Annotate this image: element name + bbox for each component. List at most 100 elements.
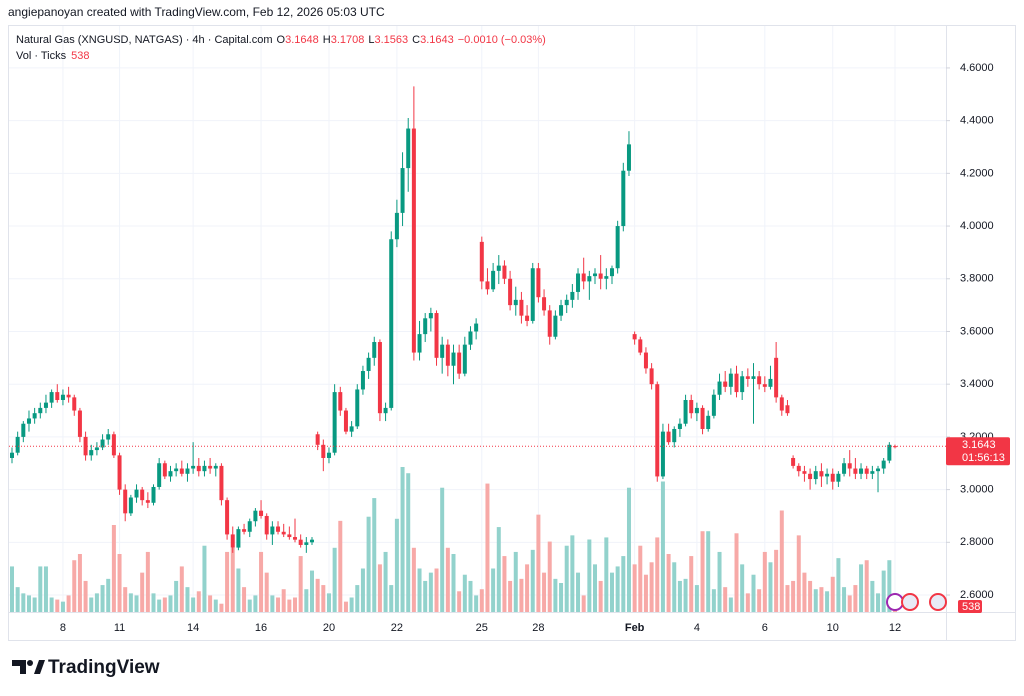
candle-body <box>689 400 694 414</box>
volume-bar <box>598 580 603 612</box>
volume-bar <box>757 589 762 612</box>
candle-body <box>825 473 830 477</box>
volume-bar <box>236 568 241 612</box>
volume-bar <box>134 595 139 612</box>
candle-body <box>479 241 484 282</box>
candle-body <box>598 273 603 279</box>
candle-body <box>400 168 405 213</box>
volume-bar <box>508 580 513 612</box>
candle-body <box>343 410 348 432</box>
event-icon <box>929 593 947 611</box>
candle-body <box>457 352 462 374</box>
candle-body <box>360 371 365 390</box>
legend-key: O <box>277 34 286 46</box>
candle-body <box>321 444 326 458</box>
volume-bar <box>791 580 796 612</box>
candle-body <box>202 465 207 472</box>
x-tick-label: 20 <box>323 622 335 634</box>
y-tick-label: 3.0000 <box>960 484 994 496</box>
candle-body <box>576 273 581 292</box>
candle-body <box>196 465 201 472</box>
candle-body <box>468 331 473 345</box>
volume-bar <box>740 564 745 612</box>
candle-body <box>377 342 382 414</box>
candle-body <box>157 463 162 487</box>
volume-bar <box>683 578 688 612</box>
volume-bar <box>43 566 48 612</box>
volume-bar <box>355 585 360 612</box>
volume-bar <box>825 591 830 612</box>
volume-bar <box>94 593 99 612</box>
volume-bar <box>434 568 439 612</box>
volume-bar <box>559 583 564 612</box>
y-tick-label: 4.6000 <box>960 62 994 74</box>
candle-body <box>355 389 360 427</box>
volume-bar <box>100 585 105 612</box>
volume-bar <box>281 589 286 612</box>
volume-bar <box>774 549 779 612</box>
candle-body <box>423 318 428 335</box>
volume-bar <box>26 595 31 612</box>
volume-pane <box>10 467 897 612</box>
candle-body <box>389 239 394 408</box>
volume-bar <box>842 587 847 612</box>
candle-body <box>734 373 739 393</box>
event-icons <box>886 593 947 611</box>
candle-body <box>219 465 224 501</box>
candle-body <box>208 465 213 469</box>
x-tick-label: 10 <box>827 622 839 634</box>
volume-bar <box>259 551 264 612</box>
volume-bar <box>723 587 728 612</box>
volume-bar <box>615 566 620 612</box>
volume-bar <box>553 578 558 612</box>
candle-body <box>559 305 564 316</box>
candle-body <box>711 394 716 416</box>
candle-body <box>38 407 43 414</box>
volume-bar <box>847 595 852 612</box>
x-tick-label: Feb <box>625 622 645 634</box>
volume-bar <box>700 531 705 612</box>
candle-body <box>474 323 479 332</box>
legend-line: Natural Gas (XNGUSD, NATGAS) · 4h · Capi… <box>16 34 546 46</box>
volume-bar <box>819 587 824 612</box>
volume-bar <box>581 595 586 612</box>
volume-bar <box>66 595 71 612</box>
x-tick-label: 22 <box>391 622 403 634</box>
volume-bar <box>21 593 26 612</box>
candle-body <box>428 313 433 319</box>
volume-bar <box>123 587 128 612</box>
candle-body <box>683 400 688 424</box>
volume-bar <box>513 551 518 612</box>
x-tick-label: 8 <box>60 622 66 634</box>
candle-body <box>530 268 535 321</box>
volume-bar <box>394 518 399 612</box>
candle-body <box>813 471 818 480</box>
candle-body <box>134 489 139 498</box>
candle-body <box>762 384 767 387</box>
candle-body <box>66 394 71 398</box>
candle-body <box>315 434 320 445</box>
grid <box>9 26 946 612</box>
logo-mark <box>12 660 26 674</box>
candle-body <box>462 344 467 374</box>
volume-bar <box>276 597 281 612</box>
candle-body <box>117 455 122 490</box>
volume-bar <box>519 578 524 612</box>
x-tick-label: 6 <box>762 622 768 634</box>
volume-label-box <box>958 600 982 613</box>
candle-body <box>60 394 65 401</box>
volume-bar <box>632 564 637 612</box>
candle-body <box>230 534 235 548</box>
volume-bar <box>830 576 835 612</box>
volume-bar <box>711 589 716 612</box>
legend-symbol: Natural Gas (XNGUSD, NATGAS) · 4h · Capi… <box>16 34 273 46</box>
volume-bar <box>83 580 88 612</box>
volume-bar <box>609 572 614 612</box>
volume-bar <box>649 562 654 612</box>
candle-body <box>768 378 773 387</box>
price-label: 3.1643 <box>962 439 996 451</box>
logo-text: TradingView <box>48 657 160 678</box>
